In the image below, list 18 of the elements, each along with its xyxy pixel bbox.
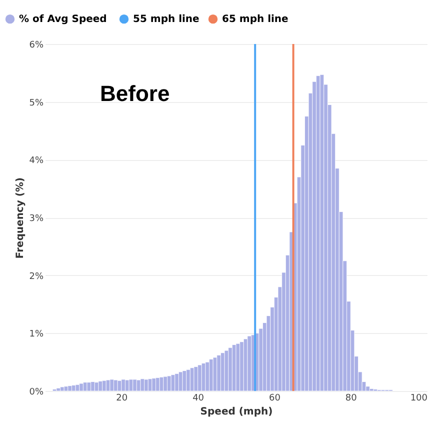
legend-label: 65 mph line xyxy=(222,14,289,26)
y-tick-label: 6% xyxy=(29,40,44,50)
x-tick-label: 60 xyxy=(268,394,281,404)
x-tick-label: 80 xyxy=(345,394,358,404)
y-tick-label: 3% xyxy=(29,214,44,224)
legend-label: % of Avg Speed xyxy=(19,14,107,26)
y-axis-title: Frequency (%) xyxy=(15,177,26,259)
annotation: Before xyxy=(100,81,170,106)
y-tick-label: 5% xyxy=(29,98,44,108)
y-tick-label: 1% xyxy=(29,330,44,340)
y-tick-label: 0% xyxy=(29,388,44,398)
x-tick-label: 20 xyxy=(116,394,128,404)
y-tick-label: 4% xyxy=(29,156,44,166)
x-tick-label: 100 xyxy=(410,394,428,404)
x-tick-label: 40 xyxy=(192,394,204,404)
x-axis-title: Speed (mph) xyxy=(200,406,273,418)
y-tick-label: 2% xyxy=(29,272,44,282)
legend-label: 55 mph line xyxy=(133,14,200,26)
